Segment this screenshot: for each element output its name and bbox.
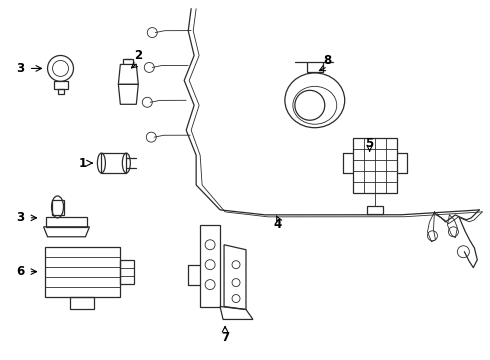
Text: 2: 2 <box>134 49 143 62</box>
Text: 3: 3 <box>17 62 24 75</box>
Bar <box>53 81 68 89</box>
Text: 1: 1 <box>78 157 87 170</box>
Text: 4: 4 <box>274 218 282 231</box>
Bar <box>353 138 396 193</box>
Text: 6: 6 <box>17 265 25 278</box>
Bar <box>45 247 121 297</box>
Text: 8: 8 <box>323 54 332 67</box>
Text: 3: 3 <box>17 211 24 224</box>
Bar <box>71 297 95 309</box>
Bar <box>57 89 64 94</box>
Bar <box>101 153 126 173</box>
Bar <box>367 206 383 214</box>
Bar <box>121 260 134 284</box>
Text: 7: 7 <box>221 331 229 344</box>
Bar <box>51 200 64 215</box>
Text: 5: 5 <box>366 137 374 150</box>
Bar <box>307 62 323 72</box>
